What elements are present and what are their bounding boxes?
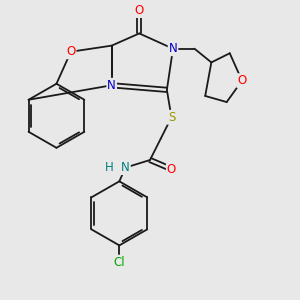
Text: N: N: [169, 42, 177, 55]
Text: N: N: [121, 161, 130, 174]
Text: Cl: Cl: [113, 256, 125, 269]
Text: O: O: [237, 74, 247, 87]
Text: H: H: [105, 161, 114, 174]
Text: O: O: [66, 45, 76, 58]
Text: N: N: [107, 79, 116, 92]
Text: O: O: [167, 163, 176, 176]
Text: S: S: [168, 111, 175, 124]
Text: O: O: [135, 4, 144, 17]
